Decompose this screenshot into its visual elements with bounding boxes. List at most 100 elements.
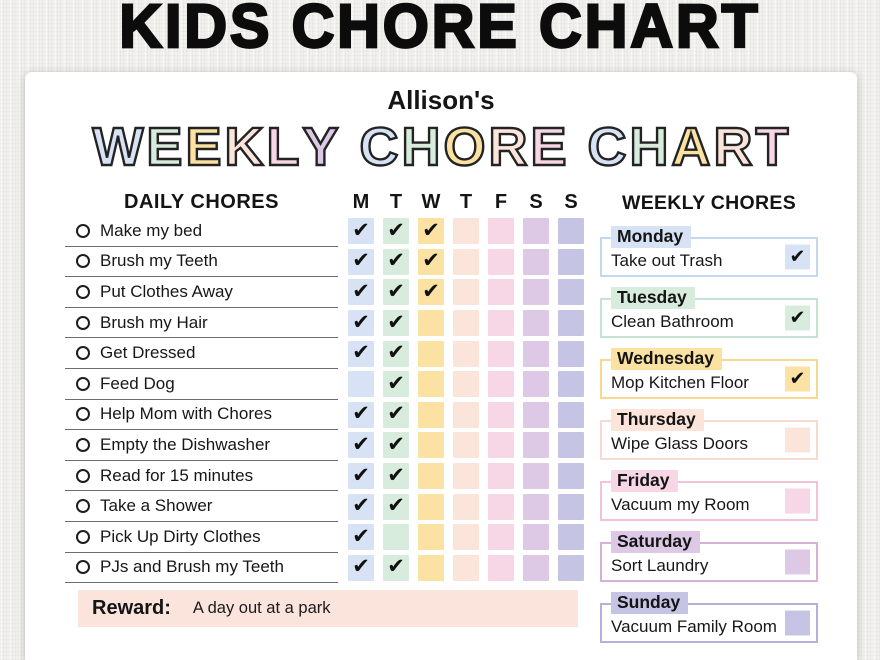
weekly-checkbox[interactable]	[785, 488, 810, 514]
day-checkbox[interactable]: ✔	[348, 248, 374, 275]
day-checkbox[interactable]: ✔	[348, 432, 374, 459]
day-checkbox[interactable]	[453, 248, 479, 275]
day-checkbox[interactable]	[488, 554, 514, 581]
day-checkbox[interactable]	[488, 524, 514, 551]
day-checkbox[interactable]	[488, 310, 514, 337]
day-checkbox[interactable]	[523, 218, 549, 245]
day-checkbox[interactable]	[523, 279, 549, 306]
day-checkbox[interactable]	[453, 463, 479, 490]
day-checkbox[interactable]: ✔	[383, 371, 409, 398]
check-icon: ✔	[352, 249, 370, 273]
bubble-letter: E	[529, 117, 568, 177]
day-checkbox[interactable]: ✔	[348, 554, 374, 581]
weekly-checkbox[interactable]	[785, 427, 810, 453]
day-checkbox[interactable]	[523, 371, 549, 398]
day-checkbox[interactable]: ✔	[383, 554, 409, 581]
day-checkbox[interactable]	[558, 463, 584, 490]
day-checkbox[interactable]	[453, 554, 479, 581]
day-checkbox[interactable]	[558, 554, 584, 581]
day-checkbox[interactable]	[348, 371, 374, 398]
day-checkbox[interactable]	[383, 524, 409, 551]
day-checkbox[interactable]: ✔	[383, 401, 409, 428]
day-checkbox[interactable]	[488, 218, 514, 245]
day-checkbox[interactable]	[523, 493, 549, 520]
day-checkbox[interactable]	[488, 340, 514, 367]
day-checkbox[interactable]: ✔	[418, 279, 444, 306]
day-checkbox[interactable]	[488, 493, 514, 520]
day-checkbox[interactable]: ✔	[348, 524, 374, 551]
day-checkbox[interactable]: ✔	[418, 248, 444, 275]
day-checkbox[interactable]: ✔	[348, 218, 374, 245]
day-checkbox[interactable]	[418, 432, 444, 459]
day-checkbox[interactable]	[418, 554, 444, 581]
day-checkbox[interactable]	[453, 493, 479, 520]
day-checkbox[interactable]	[453, 279, 479, 306]
weekly-checkbox[interactable]	[785, 549, 810, 575]
day-checkbox[interactable]: ✔	[348, 279, 374, 306]
day-checkbox[interactable]: ✔	[383, 248, 409, 275]
day-checkbox[interactable]: ✔	[348, 310, 374, 337]
day-checkbox[interactable]: ✔	[383, 310, 409, 337]
day-checkbox[interactable]	[453, 218, 479, 245]
bubble-word: CHORE	[358, 117, 569, 177]
day-checkbox[interactable]	[453, 340, 479, 367]
day-checkbox[interactable]	[453, 432, 479, 459]
day-checkbox[interactable]: ✔	[383, 493, 409, 520]
day-checkbox[interactable]	[418, 371, 444, 398]
day-checkbox[interactable]: ✔	[383, 218, 409, 245]
day-checkbox[interactable]	[523, 248, 549, 275]
circle-bullet-icon	[76, 315, 90, 330]
day-checkbox[interactable]	[558, 493, 584, 520]
day-checkbox[interactable]	[418, 463, 444, 490]
day-checkbox[interactable]	[453, 310, 479, 337]
day-checkbox[interactable]	[523, 310, 549, 337]
day-checkbox[interactable]	[453, 401, 479, 428]
day-checkbox[interactable]	[418, 493, 444, 520]
day-checkbox[interactable]: ✔	[383, 279, 409, 306]
day-checkbox[interactable]	[418, 524, 444, 551]
chore-row-label-cell: Pick Up Dirty Clothes	[65, 522, 338, 553]
day-checkbox[interactable]	[453, 371, 479, 398]
day-checkbox[interactable]	[418, 401, 444, 428]
day-checkbox[interactable]: ✔	[418, 218, 444, 245]
chore-label: Read for 15 minutes	[100, 465, 254, 485]
day-checkbox[interactable]: ✔	[348, 340, 374, 367]
day-checkbox[interactable]	[523, 340, 549, 367]
weekly-checkbox[interactable]: ✔	[785, 305, 810, 331]
day-checkbox[interactable]	[558, 432, 584, 459]
day-checkbox[interactable]	[558, 279, 584, 306]
weekly-checkbox[interactable]: ✔	[785, 244, 810, 270]
day-checkbox[interactable]: ✔	[348, 493, 374, 520]
day-checkbox[interactable]	[558, 371, 584, 398]
day-checkbox[interactable]	[488, 401, 514, 428]
day-checkbox[interactable]	[558, 401, 584, 428]
day-checkbox[interactable]	[523, 463, 549, 490]
weekly-checkbox[interactable]: ✔	[785, 366, 810, 392]
day-checkbox[interactable]	[523, 401, 549, 428]
day-checkbox[interactable]	[488, 432, 514, 459]
day-checkbox[interactable]	[488, 463, 514, 490]
day-checkbox[interactable]	[418, 310, 444, 337]
day-checkbox[interactable]	[523, 432, 549, 459]
weekly-chore-label: Vacuum Family Room	[611, 617, 777, 636]
day-checkbox[interactable]	[488, 248, 514, 275]
day-checkbox[interactable]: ✔	[348, 463, 374, 490]
day-checkbox[interactable]	[523, 554, 549, 581]
day-checkbox[interactable]	[488, 371, 514, 398]
day-checkbox[interactable]	[558, 340, 584, 367]
day-checkbox[interactable]: ✔	[383, 432, 409, 459]
day-header-letter: T	[389, 191, 403, 213]
day-checkbox[interactable]	[558, 248, 584, 275]
day-checkbox[interactable]	[558, 524, 584, 551]
daily-chores-heading: DAILY CHORES	[124, 191, 279, 213]
weekly-checkbox[interactable]	[785, 610, 810, 636]
day-checkbox[interactable]: ✔	[383, 340, 409, 367]
day-checkbox[interactable]: ✔	[383, 463, 409, 490]
day-checkbox[interactable]	[558, 218, 584, 245]
day-checkbox[interactable]: ✔	[348, 401, 374, 428]
day-checkbox[interactable]	[488, 279, 514, 306]
day-checkbox[interactable]	[558, 310, 584, 337]
day-checkbox[interactable]	[523, 524, 549, 551]
day-checkbox[interactable]	[418, 340, 444, 367]
day-checkbox[interactable]	[453, 524, 479, 551]
